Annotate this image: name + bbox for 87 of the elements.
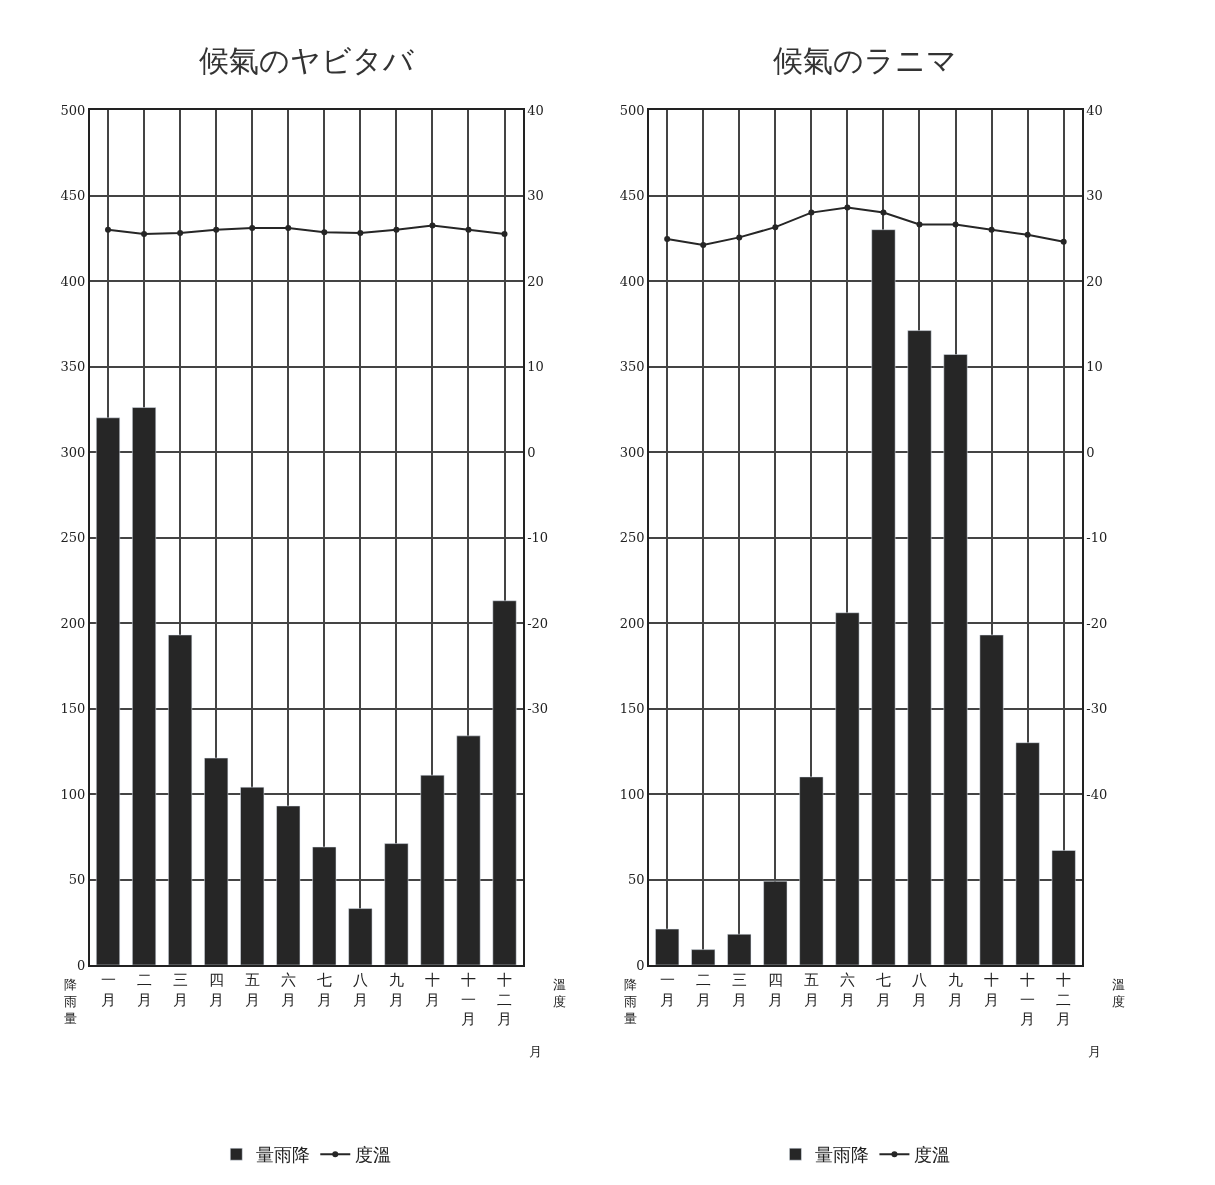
y2-tick-label: 40 (1086, 102, 1103, 118)
x-tick-label: 三月 (172, 971, 188, 1009)
x-tick-label: 三月 (731, 971, 747, 1009)
x-tick-label: 六月 (280, 971, 296, 1009)
y-tick-label: 200 (619, 615, 645, 631)
y2-tick-label: 10 (527, 359, 544, 375)
y-tick-label: 100 (60, 786, 86, 802)
y-tick-label: 400 (60, 273, 86, 289)
point (988, 226, 995, 233)
y-tick-label: 300 (619, 444, 645, 460)
x-tick-label: 十二月 (497, 971, 513, 1028)
y2-tick-label: 20 (527, 273, 544, 289)
point (736, 234, 743, 241)
y2-tick-label: 20 (1086, 273, 1103, 289)
y-tick-label: 100 (619, 786, 645, 802)
y2-tick-label: -30 (527, 701, 549, 717)
legend-label: 量雨降 (815, 1144, 870, 1166)
x-tick-label: 十月 (984, 971, 1000, 1009)
point (880, 209, 887, 216)
legend-label: 度溫 (355, 1144, 392, 1166)
y-tick-label: 400 (619, 273, 645, 289)
x-tick-label: 九月 (388, 971, 404, 1009)
y-tick-label: 500 (60, 102, 86, 118)
y-tick-label: 50 (68, 872, 86, 888)
point (952, 221, 959, 228)
y2-tick-label: -20 (527, 615, 549, 631)
x-tick-label: 十一月 (1020, 971, 1036, 1028)
y-tick-label: 150 (60, 701, 86, 717)
x-tick-label: 八月 (352, 971, 368, 1009)
y-tick-label: 0 (636, 957, 645, 973)
x-tick-label: 九月 (948, 971, 964, 1009)
legend-label: 量雨降 (256, 1144, 311, 1166)
point (700, 242, 707, 249)
y2-tick-label: 0 (1086, 444, 1095, 460)
y-tick-label: 200 (60, 615, 86, 631)
x-tick-label: 十一月 (460, 971, 476, 1028)
x-tick-label: 一月 (659, 971, 675, 1009)
x-tick-label: 六月 (839, 971, 855, 1009)
legend-label: 度溫 (914, 1144, 951, 1166)
y2-tick-label: 10 (1086, 359, 1103, 375)
y-tick-label: 350 (619, 359, 645, 375)
y2-tick-label: 0 (527, 444, 536, 460)
x-tick-label: 二月 (695, 971, 711, 1009)
y2-tick-label: -40 (1086, 786, 1108, 802)
y-tick-label: 500 (619, 102, 645, 118)
x-tick-label: 五月 (803, 971, 819, 1009)
x-tick-label: 四月 (767, 971, 783, 1009)
point (808, 209, 815, 216)
y2-tick-label: 30 (527, 188, 544, 204)
point (772, 224, 779, 231)
y2-tick-label: -30 (1086, 701, 1108, 717)
x-axis-title: 月 (1088, 1044, 1101, 1059)
x-tick-label: 一月 (100, 971, 116, 1009)
point (1060, 238, 1067, 245)
y-tick-label: 250 (619, 530, 645, 546)
y2-axis-title: 溫度 (1112, 977, 1125, 1009)
y2-tick-label: -10 (1086, 530, 1108, 546)
point (1024, 231, 1031, 238)
point (664, 236, 671, 243)
y-axis-title: 降雨量 (624, 977, 637, 1026)
y2-axis-title: 溫度 (553, 977, 566, 1009)
y2-tick-label: -20 (1086, 615, 1108, 631)
x-tick-label: 七月 (316, 971, 332, 1009)
y2-tick-label: 30 (1086, 188, 1103, 204)
x-tick-label: 七月 (875, 971, 891, 1009)
point (916, 221, 923, 228)
x-tick-label: 八月 (911, 971, 927, 1009)
y-tick-label: 450 (60, 188, 86, 204)
x-tick-label: 十月 (424, 971, 440, 1009)
point (844, 204, 851, 211)
y-tick-label: 0 (77, 957, 86, 973)
x-tick-label: 五月 (244, 971, 260, 1009)
y2-tick-label: -10 (527, 530, 549, 546)
y-tick-label: 350 (60, 359, 86, 375)
y-tick-label: 50 (628, 872, 645, 888)
chart-title: 候氣のヤビタバ (199, 43, 414, 78)
x-axis-title: 月 (529, 1044, 542, 1059)
x-tick-label: 四月 (208, 971, 224, 1009)
x-tick-label: 二月 (136, 971, 152, 1009)
chart-title: 候氣のラニマ (773, 43, 957, 78)
y-tick-label: 250 (60, 530, 86, 546)
y2-tick-label: 40 (527, 102, 544, 118)
y-axis-title: 降雨量 (64, 977, 77, 1026)
y-tick-label: 300 (60, 444, 86, 460)
y-tick-label: 450 (619, 188, 645, 204)
y-tick-label: 150 (619, 701, 645, 717)
x-tick-label: 十二月 (1056, 971, 1072, 1028)
